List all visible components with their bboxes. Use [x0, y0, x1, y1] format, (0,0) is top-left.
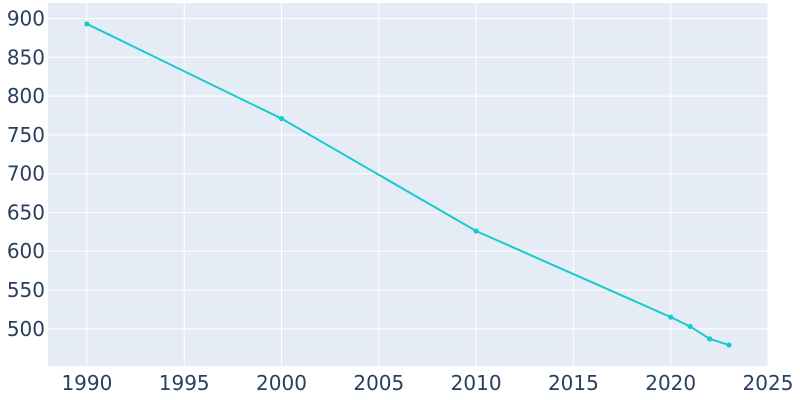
- y-tick-label: 850: [7, 45, 45, 69]
- x-tick-label: 2010: [451, 371, 502, 395]
- x-gridlines: [86, 3, 769, 366]
- x-tick-label: 1990: [61, 371, 112, 395]
- data-point: [668, 314, 674, 320]
- data-point: [726, 342, 732, 348]
- x-tick-label: 2015: [548, 371, 599, 395]
- y-gridlines: [48, 18, 768, 330]
- y-tick-label: 650: [7, 200, 45, 224]
- y-axis-tick-labels: 500 550 600 650 700 750 800 850 900: [7, 7, 45, 341]
- data-point: [84, 21, 90, 27]
- x-tick-label: 2005: [353, 371, 404, 395]
- x-tick-label: 1995: [159, 371, 210, 395]
- data-point: [278, 115, 285, 122]
- data-point: [707, 336, 713, 342]
- data-point: [687, 323, 693, 330]
- y-tick-label: 750: [7, 123, 45, 147]
- x-tick-label: 2025: [743, 371, 794, 395]
- data-point: [473, 228, 479, 234]
- y-tick-label: 550: [7, 278, 45, 302]
- series-group: [84, 21, 732, 348]
- y-tick-label: 600: [7, 239, 45, 263]
- y-tick-label: 500: [7, 317, 45, 341]
- y-tick-label: 700: [7, 162, 45, 186]
- x-axis-tick-labels: 1990 1995 2000 2005 2010 2015 2020 2025: [61, 371, 793, 395]
- y-tick-label: 900: [7, 7, 45, 31]
- y-tick-label: 800: [7, 84, 45, 108]
- x-tick-label: 2020: [645, 371, 696, 395]
- x-tick-label: 2000: [256, 371, 307, 395]
